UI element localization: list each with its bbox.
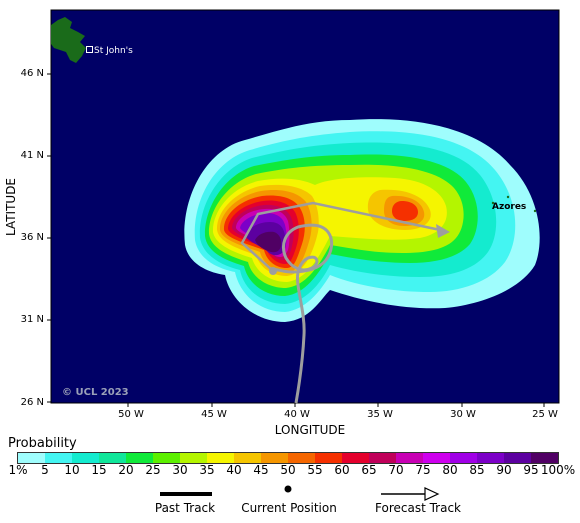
key-symbols xyxy=(160,485,440,501)
legend-tick-label: 55 xyxy=(307,463,323,477)
legend-tick-label: 40 xyxy=(226,463,242,477)
probability-color-bar xyxy=(17,452,559,464)
lon-label-30w: 30 W xyxy=(450,409,476,420)
probability-map xyxy=(47,9,560,407)
legend-tick-label: 90 xyxy=(496,463,512,477)
contour-95pct xyxy=(255,231,282,253)
legend-swatch xyxy=(423,453,450,463)
legend-tick-label: 75 xyxy=(415,463,431,477)
legend-swatch xyxy=(18,453,45,463)
lat-label-31n: 31 N xyxy=(20,314,44,325)
lon-label-45w: 45 W xyxy=(201,409,227,420)
legend-swatch xyxy=(369,453,396,463)
legend-tick-label: 20 xyxy=(118,463,134,477)
legend-tick-labels: 1% 5 10 15 20 25 30 35 40 45 50 55 60 65 70 75 80 85 90 95 1… xyxy=(0,463,580,477)
st-johns-marker xyxy=(86,46,93,53)
lon-label-50w: 50 W xyxy=(118,409,144,420)
lon-label-25w: 25 W xyxy=(532,409,558,420)
legend-tick-label: 35 xyxy=(199,463,215,477)
axis-ticks xyxy=(47,73,545,407)
legend-swatch xyxy=(180,453,207,463)
legend-swatch xyxy=(396,453,423,463)
legend-tick-label: 60 xyxy=(334,463,350,477)
legend-tick-label: 1% xyxy=(8,463,28,477)
current-position-symbol xyxy=(284,485,292,493)
forecast-track xyxy=(240,201,446,272)
forecast-track-label: Forecast Track xyxy=(375,501,461,515)
legend-swatch xyxy=(72,453,99,463)
legend-tick-label: 50 xyxy=(280,463,296,477)
legend-swatch xyxy=(504,453,531,463)
legend-title: Probability xyxy=(8,436,77,451)
forecast-arrow-symbol xyxy=(424,487,440,501)
current-position-label: Current Position xyxy=(241,501,337,515)
legend-swatch xyxy=(477,453,504,463)
legend-tick-label: 45 xyxy=(253,463,269,477)
legend-swatch xyxy=(207,453,234,463)
legend-swatch xyxy=(315,453,342,463)
legend-tick-label: 80 xyxy=(442,463,458,477)
legend-tick-label: 15 xyxy=(91,463,107,477)
legend-tick-label: 25 xyxy=(145,463,161,477)
st-johns-label: St John's xyxy=(86,46,133,56)
legend-tick-label: 5 xyxy=(41,463,49,477)
legend-tick-label: 85 xyxy=(469,463,485,477)
x-axis-title: LONGITUDE xyxy=(274,423,346,437)
legend-swatch xyxy=(450,453,477,463)
past-track-label: Past Track xyxy=(154,501,216,515)
legend-tick-label: 30 xyxy=(172,463,188,477)
legend-swatch xyxy=(153,453,180,463)
azores-island xyxy=(491,201,495,205)
lat-label-26n: 26 N xyxy=(20,397,44,408)
azores-island xyxy=(506,195,510,199)
legend-swatch xyxy=(261,453,288,463)
legend-swatch xyxy=(288,453,315,463)
lon-label-40w: 40 W xyxy=(284,409,310,420)
legend-swatch xyxy=(531,453,558,463)
legend-tick-label: 65 xyxy=(361,463,377,477)
legend-swatch xyxy=(342,453,369,463)
legend-tick-label: 10 xyxy=(64,463,80,477)
lon-label-35w: 35 W xyxy=(367,409,393,420)
track-key: Past Track Current Position Forecast Tra… xyxy=(0,482,580,522)
past-track xyxy=(271,223,334,404)
legend-swatch xyxy=(126,453,153,463)
legend-swatch xyxy=(234,453,261,463)
y-axis-title: LATITUDE xyxy=(4,177,19,237)
lat-label-36n: 36 N xyxy=(20,232,44,243)
newfoundland-land xyxy=(51,17,86,63)
lat-label-46n: 46 N xyxy=(20,68,44,79)
legend-tick-label: 95 xyxy=(523,463,539,477)
azores-island xyxy=(533,209,537,213)
legend-swatch xyxy=(99,453,126,463)
st-johns-text: St John's xyxy=(94,46,133,56)
lat-label-41n: 41 N xyxy=(20,150,44,161)
legend-swatch xyxy=(45,453,72,463)
forecast-arrowhead xyxy=(436,224,450,238)
current-position-marker xyxy=(269,267,277,275)
legend-tick-label: 70 xyxy=(388,463,404,477)
azores-label: Azores xyxy=(492,202,527,212)
legend-tick-label: 100% xyxy=(540,463,576,477)
copyright-text: © UCL 2023 xyxy=(62,387,129,398)
